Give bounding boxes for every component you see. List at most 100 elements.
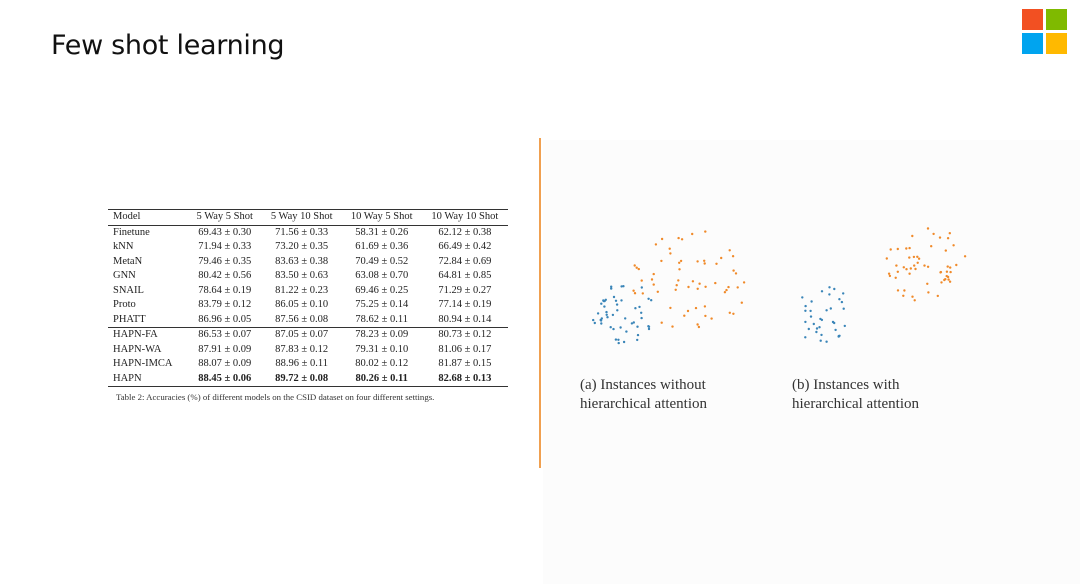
scatter-point-class-1 xyxy=(600,302,603,305)
scatter-point-class-2 xyxy=(728,249,731,252)
scatter-point-class-2 xyxy=(946,237,950,240)
scatter-point-class-1 xyxy=(606,316,609,319)
scatter-point-class-1 xyxy=(630,322,634,325)
accuracy-cell: 69.46 ± 0.25 xyxy=(355,284,409,296)
scatter-point-class-2 xyxy=(679,259,683,263)
scatter-point-class-1 xyxy=(636,338,639,342)
scatter-point-class-1 xyxy=(611,313,615,317)
accuracy-cell: 81.22 ± 0.23 xyxy=(275,284,329,296)
scatter-point-class-2 xyxy=(678,261,681,264)
scatter-point-class-2 xyxy=(671,325,674,328)
scatter-point-class-1 xyxy=(619,326,622,329)
scatter-point-class-2 xyxy=(660,237,664,241)
accuracy-cell: 79.46 ± 0.35 xyxy=(198,255,252,267)
scatter-point-class-2 xyxy=(731,255,735,258)
accuracy-cell: 80.26 ± 0.11 xyxy=(355,372,408,384)
model-name-cell: HAPN-WA xyxy=(113,343,162,355)
slide-title: Few shot learning xyxy=(51,30,285,61)
scatter-point-class-2 xyxy=(885,257,888,260)
scatter-point-class-2 xyxy=(946,275,950,279)
accuracy-cell: 63.08 ± 0.70 xyxy=(355,270,409,281)
scatter-point-class-1 xyxy=(636,325,639,328)
scatter-point-class-1 xyxy=(809,315,813,318)
scatter-point-class-2 xyxy=(736,286,739,289)
accuracy-cell: 80.02 ± 0.12 xyxy=(355,358,409,369)
scatter-point-class-1 xyxy=(636,333,640,337)
scatter-point-class-2 xyxy=(732,269,735,272)
scatter-point-class-1 xyxy=(640,286,643,289)
scatter-point-class-2 xyxy=(652,283,655,286)
scatter-point-class-2 xyxy=(704,230,707,233)
scatter-point-class-2 xyxy=(674,288,677,291)
scatter-point-class-1 xyxy=(600,317,603,320)
scatter-point-class-2 xyxy=(694,306,698,310)
scatter-point-class-2 xyxy=(710,317,713,320)
accuracy-cell: 66.49 ± 0.42 xyxy=(438,241,492,252)
scatter-point-class-2 xyxy=(902,294,905,297)
header-cell: 5 Way 10 Shot xyxy=(270,211,333,222)
scatter-point-class-2 xyxy=(911,234,914,238)
model-name-cell: Proto xyxy=(113,299,136,310)
scatter-point-class-1 xyxy=(640,311,643,314)
scatter-point-class-1 xyxy=(614,299,618,302)
scatter-point-class-1 xyxy=(804,304,807,308)
scatter-point-class-2 xyxy=(944,249,947,252)
accuracy-cell: 71.56 ± 0.33 xyxy=(275,226,329,238)
accuracy-cell: 87.05 ± 0.07 xyxy=(275,329,329,340)
accuracy-cell: 69.43 ± 0.30 xyxy=(198,226,252,238)
scatter-point-class-2 xyxy=(704,314,707,318)
accuracy-cell: 81.87 ± 0.15 xyxy=(438,358,492,369)
scatter-point-class-2 xyxy=(632,289,635,292)
scatter-point-class-1 xyxy=(622,340,626,344)
scatter-point-class-2 xyxy=(940,281,943,284)
scatter-point-class-1 xyxy=(624,317,627,320)
caption-line: (b) Instances with xyxy=(792,377,900,393)
scatter-point-class-2 xyxy=(944,278,947,281)
scatter-point-class-1 xyxy=(804,336,807,339)
accuracy-cell: 88.96 ± 0.11 xyxy=(275,358,328,369)
model-name-cell: MetaN xyxy=(113,255,143,267)
scatter-point-class-1 xyxy=(592,318,595,322)
accuracy-cell: 61.69 ± 0.36 xyxy=(355,241,409,252)
scatter-point-class-1 xyxy=(825,340,828,343)
scatter-point-class-1 xyxy=(809,309,812,313)
scatter-point-class-1 xyxy=(815,327,819,330)
scatter-point-class-2 xyxy=(902,266,905,269)
table-caption: Table 2: Accuracies (%) of different mod… xyxy=(116,392,435,402)
accuracy-cell: 81.06 ± 0.17 xyxy=(438,343,492,355)
scatter-point-class-2 xyxy=(936,294,939,298)
scatter-point-class-2 xyxy=(637,267,640,271)
scatter-point-class-2 xyxy=(952,244,955,247)
accuracy-cell: 87.91 ± 0.09 xyxy=(198,343,252,355)
scatter-point-class-2 xyxy=(678,268,681,271)
scatter-point-class-2 xyxy=(917,257,921,260)
scatter-point-class-2 xyxy=(908,246,911,250)
scatter-point-class-2 xyxy=(677,279,680,282)
results-table-container: Model 5 Way 5 Shot 5 Way 10 Shot 10 Way … xyxy=(108,209,508,387)
accuracy-cell: 78.23 ± 0.09 xyxy=(355,329,409,340)
scatter-point-class-2 xyxy=(714,281,717,285)
scatter-point-class-2 xyxy=(680,238,684,241)
table-row: MetaN 79.46 ± 0.35 83.63 ± 0.38 70.49 ± 0.5… xyxy=(108,255,508,270)
scatter-point-class-2 xyxy=(903,289,906,292)
accuracy-cell: 75.25 ± 0.14 xyxy=(355,299,409,310)
scatter-point-class-2 xyxy=(938,236,942,239)
scatter-point-class-2 xyxy=(734,272,738,275)
scatter-plot-without-attention xyxy=(592,230,746,345)
scatter-point-class-2 xyxy=(947,278,950,281)
scatter-point-class-1 xyxy=(804,309,807,312)
scatter-point-class-1 xyxy=(593,321,596,325)
scatter-point-class-1 xyxy=(818,326,821,329)
logo-red-square xyxy=(1022,9,1043,30)
scatter-point-class-2 xyxy=(926,282,929,285)
scatter-point-class-2 xyxy=(668,247,671,250)
scatter-point-class-2 xyxy=(742,281,746,284)
scatter-point-class-2 xyxy=(916,261,919,264)
scatter-point-class-2 xyxy=(948,232,951,235)
scatter-point-class-1 xyxy=(612,327,615,331)
accuracy-cell: 71.29 ± 0.27 xyxy=(438,284,492,296)
table-row: kNN 71.94 ± 0.33 73.20 ± 0.35 61.69 ± 0.36 6… xyxy=(108,240,508,255)
scatter-point-class-2 xyxy=(914,267,917,271)
table-body: Finetune 69.43 ± 0.30 71.56 ± 0.33 58.31 ± … xyxy=(108,225,508,387)
scatter-point-class-2 xyxy=(939,270,943,274)
